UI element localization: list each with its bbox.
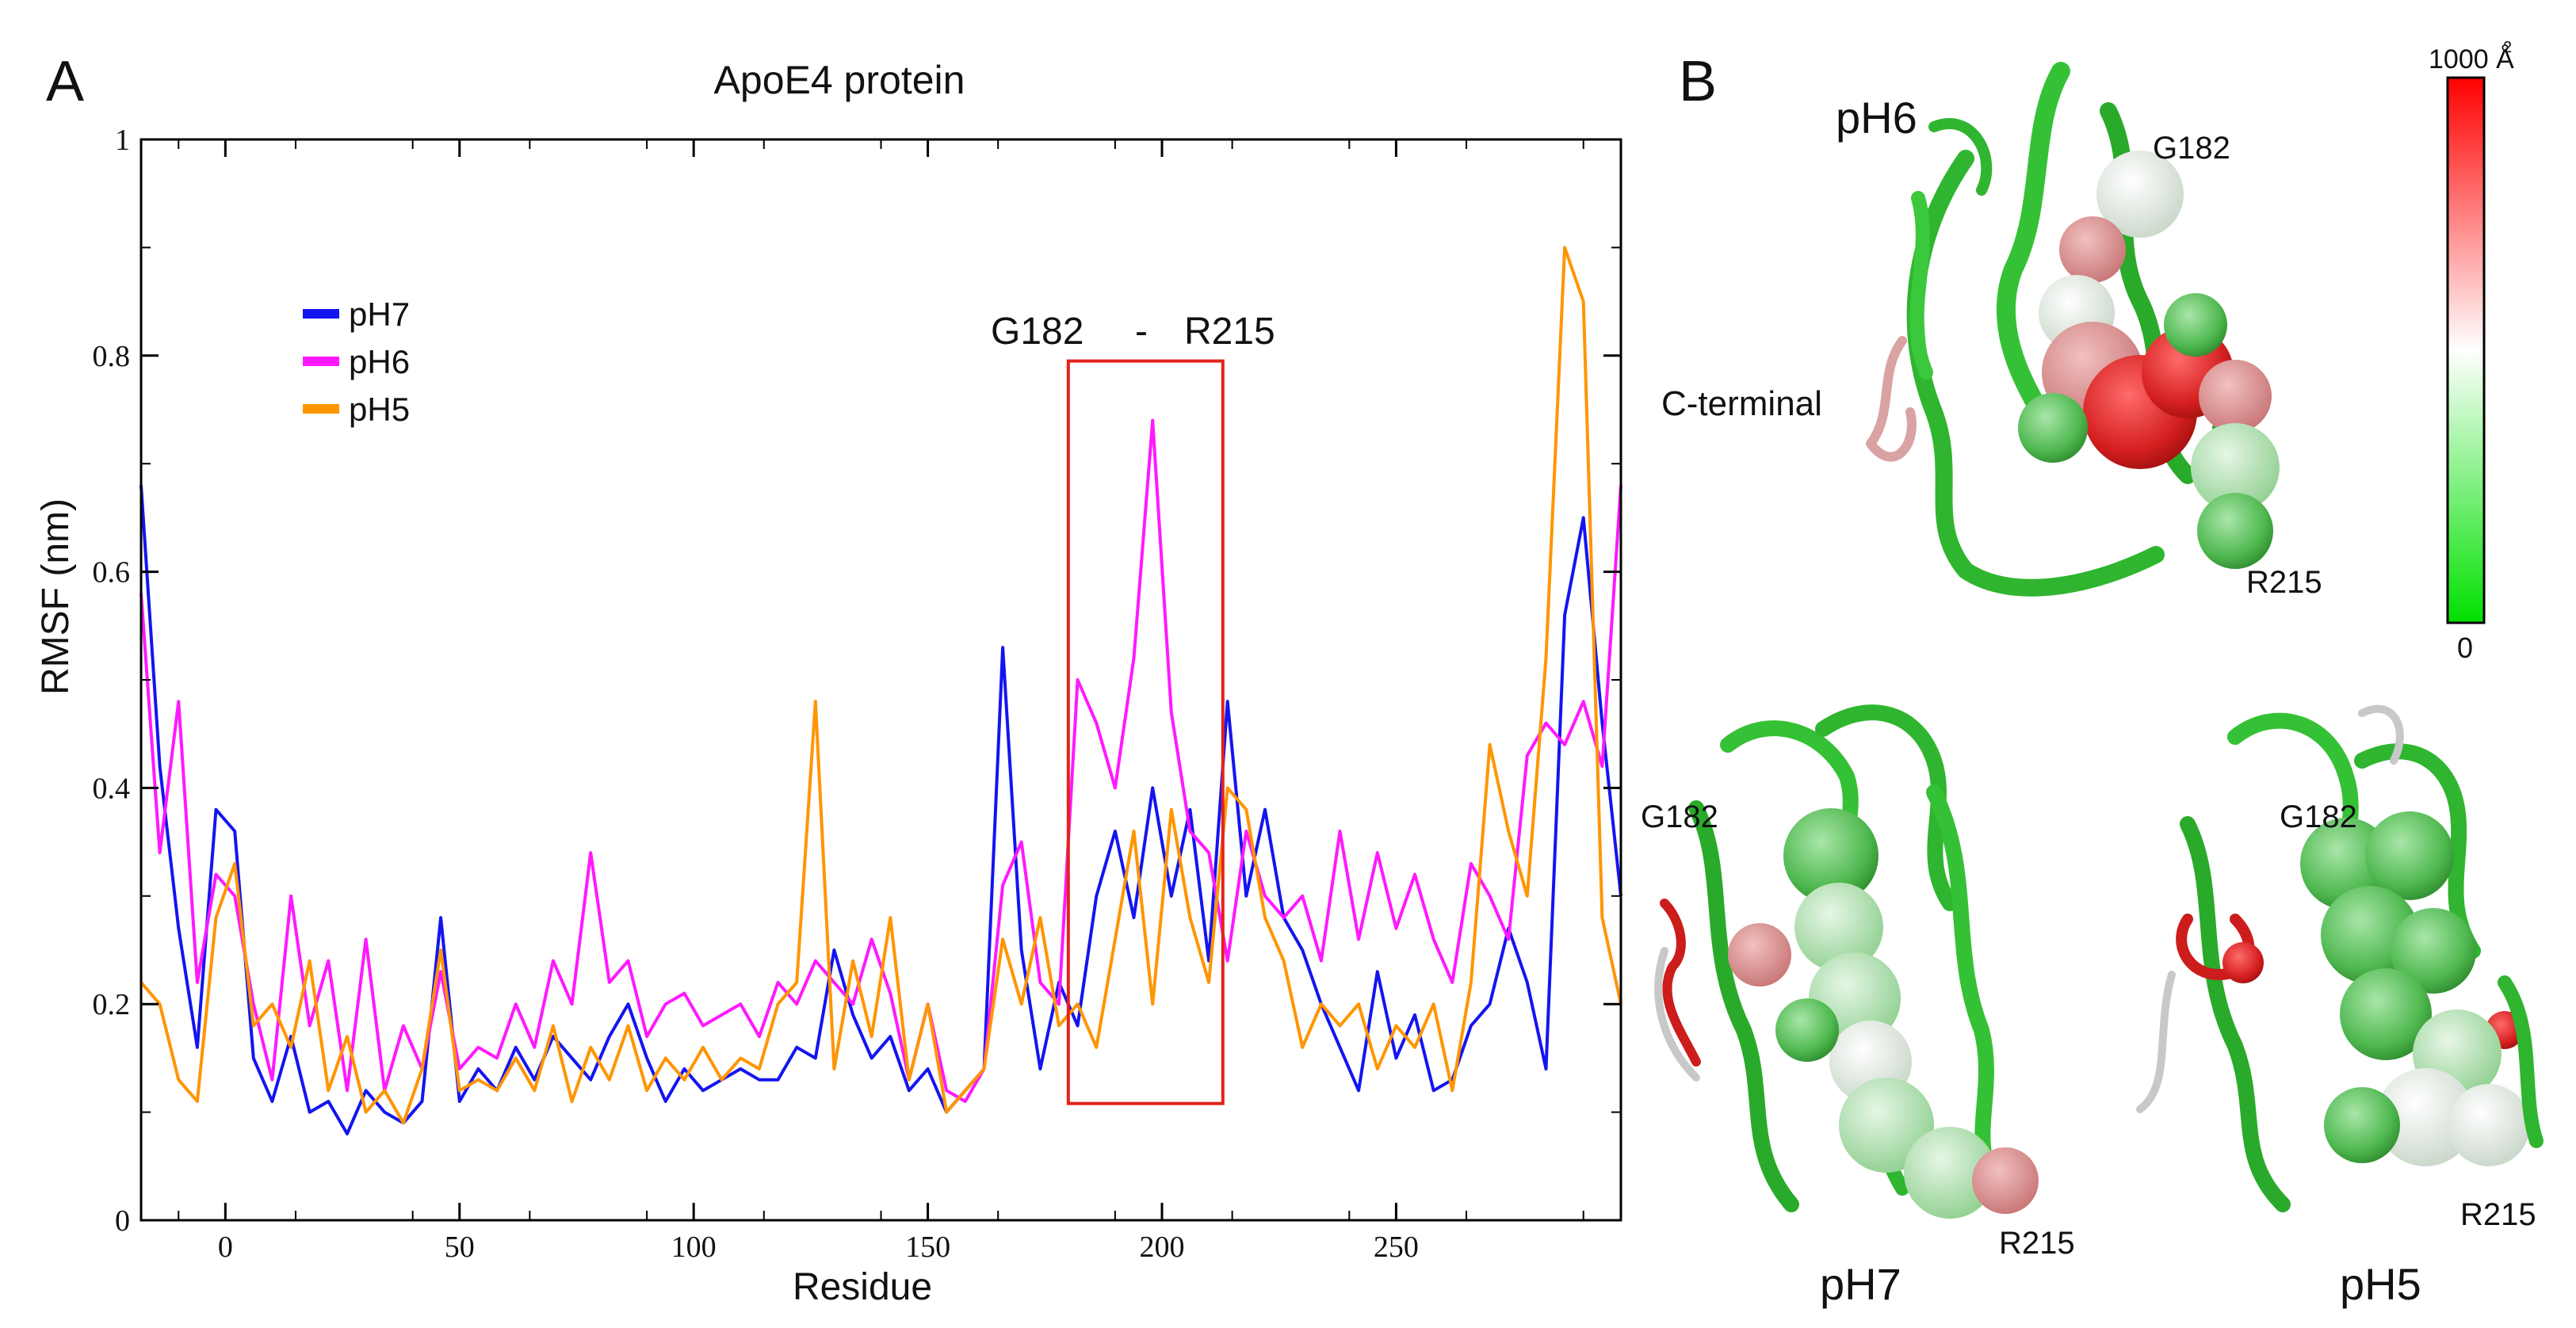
chart-title: ApoE4 protein	[714, 58, 965, 102]
panel-b-letter: B	[1679, 50, 1718, 113]
structure-ph5-label-g182: G182	[2280, 799, 2357, 834]
series-line-ph7	[140, 485, 1622, 1135]
x-tick-label: 100	[671, 1231, 717, 1264]
x-tick-label: 250	[1374, 1231, 1419, 1264]
structure-ph6	[1866, 62, 2280, 597]
x-axis-label: Residue	[793, 1266, 932, 1308]
annotation-label-dash: -	[1135, 311, 1148, 353]
y-axis-label: RMSF (nm)	[35, 498, 77, 695]
legend-label-ph7: pH7	[349, 296, 410, 333]
y-tick-label: 0.2	[93, 988, 131, 1021]
structure-ph6-title: pH6	[1836, 93, 1917, 143]
colorbar-min-label: 0	[2457, 632, 2473, 664]
y-tick-label: 0	[115, 1204, 130, 1238]
y-tick-label: 0.8	[93, 340, 131, 373]
annotation-label-start: G182	[991, 311, 1084, 353]
colorbar-unit-superscript: 2	[2503, 39, 2512, 56]
structure-ph6-label-r215: R215	[2246, 565, 2322, 600]
series-line-ph5	[140, 246, 1622, 1125]
colorbar-max-label: 1000 Å	[2429, 44, 2514, 74]
structure-ph5-title: pH5	[2340, 1259, 2421, 1309]
structure-ph7-label-g182: G182	[1641, 799, 1718, 834]
legend-label-ph5: pH5	[349, 391, 410, 428]
colorbar	[2446, 76, 2486, 624]
series-line-ph6	[140, 418, 1622, 1103]
structure-ph7	[1654, 704, 2039, 1219]
structure-ph6-label-c-terminal: C-terminal	[1661, 384, 1822, 423]
panel-a-letter: A	[46, 50, 85, 113]
structure-ph6-label-g182: G182	[2153, 131, 2230, 166]
structure-ph5	[2136, 704, 2544, 1212]
legend-label-ph6: pH6	[349, 343, 410, 380]
x-tick-label: 0	[218, 1231, 233, 1264]
structure-ph7-label-r215: R215	[1999, 1226, 2075, 1261]
x-tick-label: 50	[445, 1231, 475, 1264]
y-tick-label: 0.4	[93, 772, 131, 805]
structure-ph7-title: pH7	[1820, 1259, 1901, 1309]
structure-ph5-label-r215: R215	[2460, 1197, 2536, 1232]
y-tick-label: 0.6	[93, 556, 131, 590]
x-tick-label: 200	[1139, 1231, 1184, 1264]
y-tick-label: 1	[115, 124, 130, 157]
annotation-box	[1066, 359, 1225, 1105]
x-tick-label: 150	[905, 1231, 950, 1264]
annotation-label-end: R215	[1184, 311, 1275, 353]
